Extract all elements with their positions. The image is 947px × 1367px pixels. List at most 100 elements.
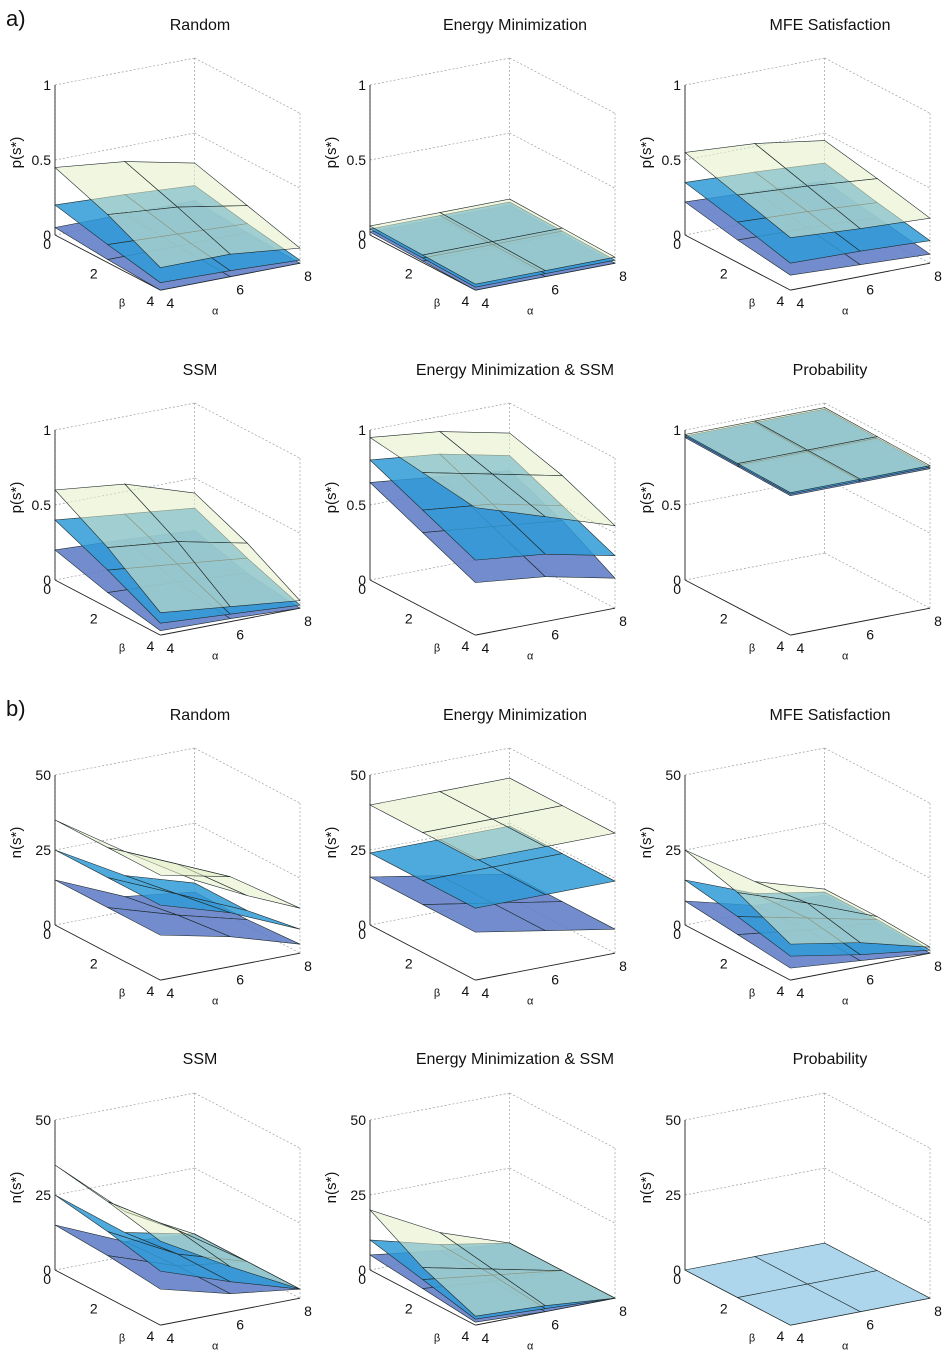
beta-tick-label: 2 <box>720 1301 728 1317</box>
surface-1-cell <box>421 472 547 518</box>
alpha-axis-label: α <box>212 651 219 663</box>
z-tick-label: 0.5 <box>662 152 682 168</box>
surface-3-cell <box>422 902 546 933</box>
alpha-tick-label: 4 <box>481 985 489 1001</box>
z-tick-label: 0 <box>43 1262 51 1278</box>
beta-axis-line <box>54 924 161 981</box>
beta-axis-label: β <box>749 642 755 654</box>
wall-grid-right <box>509 132 616 189</box>
wall-grid-right <box>194 1167 301 1224</box>
beta-tick-label: 0 <box>673 926 681 942</box>
wall-grid-left <box>684 822 825 851</box>
z-axis-label: p(s*) <box>323 482 340 514</box>
beta-tick-label: 0 <box>43 581 51 597</box>
top-edge-right <box>509 57 616 114</box>
alpha-tick-label: 4 <box>481 640 489 656</box>
alpha-tick-label: 6 <box>866 282 874 298</box>
surface-3-cell <box>107 1255 231 1294</box>
alpha-tick-label: 6 <box>551 627 559 643</box>
z-tick-label: 0.5 <box>662 497 682 513</box>
beta-axis-label: β <box>434 642 440 654</box>
beta-tick-label: 2 <box>405 1301 413 1317</box>
subplot-8: Energy Minimization 0 25 50 n(s*) 0 2 4 4 6 8 β α <box>323 707 627 1008</box>
surface-2-cell <box>107 1231 231 1282</box>
subplot-3: MFE Satisfaction 0 0.5 1 p(s*) 0 2 4 4 6 8 β α <box>638 17 942 318</box>
z-axis-label: p(s*) <box>8 137 25 169</box>
wall-grid-left <box>54 132 195 161</box>
alpha-tick-label: 4 <box>166 985 174 1001</box>
beta-axis-label: β <box>434 987 440 999</box>
z-tick-label: 25 <box>665 1187 681 1203</box>
z-tick-label: 50 <box>665 1112 681 1128</box>
beta-tick-label: 0 <box>43 1271 51 1287</box>
alpha-axis-label: α <box>212 996 219 1008</box>
top-edge-left <box>54 402 195 431</box>
z-axis-label: n(s*) <box>638 827 655 859</box>
beta-tick-label: 2 <box>90 1301 98 1317</box>
top-edge-left <box>54 747 195 776</box>
z-tick-label: 1 <box>43 422 51 438</box>
surface-1-cell <box>421 1267 546 1317</box>
alpha-tick-label: 4 <box>166 295 174 311</box>
z-tick-label: 25 <box>350 842 366 858</box>
alpha-axis-line <box>475 607 616 636</box>
beta-tick-label: 0 <box>358 926 366 942</box>
alpha-tick-label: 8 <box>619 268 627 284</box>
alpha-axis-label: α <box>212 306 219 318</box>
beta-tick-label: 2 <box>720 266 728 282</box>
z-tick-label: 0 <box>673 227 681 243</box>
surface-1-cell <box>736 185 861 238</box>
beta-axis-label: β <box>119 987 125 999</box>
z-tick-label: 0 <box>43 227 51 243</box>
surface-1-cell <box>54 1164 178 1231</box>
subplot-title: Probability <box>793 1051 868 1068</box>
beta-axis-line <box>369 1269 476 1326</box>
alpha-axis-line <box>790 262 931 291</box>
wall-grid-right <box>194 822 301 879</box>
z-tick-label: 1 <box>358 77 366 93</box>
alpha-axis-label: α <box>527 306 534 318</box>
z-tick-label: 25 <box>350 1187 366 1203</box>
alpha-axis-label: α <box>212 1341 219 1353</box>
alpha-tick-label: 6 <box>236 627 244 643</box>
beta-axis-line <box>684 924 791 981</box>
z-tick-label: 0 <box>43 572 51 588</box>
surface-1-cell <box>421 818 547 861</box>
z-axis-label: n(s*) <box>323 827 340 859</box>
beta-tick-label: 0 <box>673 236 681 252</box>
alpha-tick-label: 6 <box>551 282 559 298</box>
panel-label-b: b) <box>6 696 26 721</box>
top-edge-left <box>684 57 825 86</box>
beta-tick-label: 4 <box>147 1328 155 1344</box>
subplot-5: Energy Minimization & SSM 0 0.5 1 p(s*) 0 2 4 4 6… <box>323 362 627 663</box>
subplot-12: Probability 0 25 50 n(s*) 0 2 4 4 6 8 β α <box>638 1051 942 1353</box>
top-edge-left <box>54 57 195 86</box>
top-edge-right <box>824 57 931 114</box>
beta-tick-label: 0 <box>358 581 366 597</box>
top-edge-left <box>684 1092 825 1121</box>
alpha-axis-label: α <box>527 996 534 1008</box>
alpha-tick-label: 8 <box>934 268 942 284</box>
alpha-axis-line <box>790 607 931 636</box>
alpha-tick-label: 4 <box>481 295 489 311</box>
beta-axis-label: β <box>749 987 755 999</box>
alpha-axis-label: α <box>527 1341 534 1353</box>
surface-1-cell <box>421 241 547 285</box>
surface-1-cell <box>736 1283 862 1326</box>
subplot-title: Random <box>170 707 230 724</box>
beta-axis-line <box>54 579 161 636</box>
beta-tick-label: 4 <box>777 1328 785 1344</box>
beta-axis-label: β <box>119 297 125 309</box>
alpha-axis-label: α <box>842 306 849 318</box>
subplot-title: MFE Satisfaction <box>770 17 891 34</box>
beta-tick-label: 0 <box>673 1271 681 1287</box>
surface-1-cell <box>107 541 231 613</box>
alpha-tick-label: 6 <box>551 1317 559 1333</box>
beta-axis-line <box>54 234 161 291</box>
beta-axis-line <box>369 234 476 291</box>
subplot-10: SSM 0 25 50 n(s*) 0 2 4 4 6 8 β α <box>8 1051 312 1353</box>
beta-tick-label: 2 <box>405 266 413 282</box>
wall-grid-right <box>824 477 931 534</box>
subplot-4: SSM 0 0.5 1 p(s*) 0 2 4 4 6 8 β α <box>8 362 312 663</box>
beta-tick-label: 0 <box>358 1271 366 1287</box>
